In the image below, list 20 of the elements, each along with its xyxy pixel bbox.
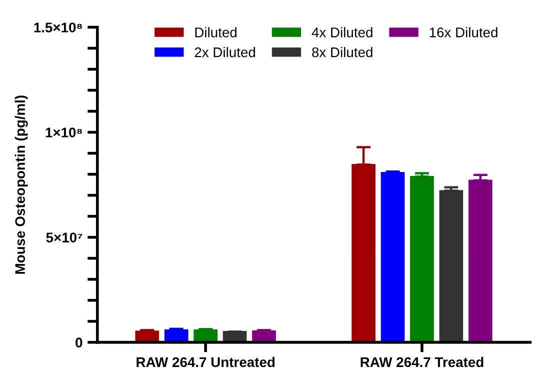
- x-tick-label: RAW 264.7 Treated: [360, 356, 484, 368]
- y-tick-label: 0: [76, 338, 82, 348]
- x-tick-label: RAW 264.7 Untreated: [136, 356, 275, 368]
- y-tick-label: 1.5×10⁸: [34, 22, 82, 32]
- y-tick-label: 5×10⁷: [46, 232, 82, 242]
- legend-label: 8x Diluted: [312, 47, 372, 58]
- bar: [194, 329, 218, 342]
- y-axis-title: Mouse Osteopontin (pg/ml): [14, 96, 28, 274]
- bar: [439, 190, 464, 342]
- legend-label: Diluted: [195, 27, 236, 38]
- bar: [380, 172, 405, 342]
- bar: [135, 330, 160, 342]
- y-tick-label: 1×10⁸: [46, 128, 82, 138]
- legend-label: 2x Diluted: [194, 47, 256, 58]
- bar: [468, 180, 492, 342]
- bar: [252, 330, 276, 342]
- legend-label: 4x Diluted: [312, 27, 372, 38]
- legend-label: 16x Diluted: [430, 27, 498, 38]
- bar: [164, 329, 188, 342]
- bar: [410, 176, 434, 342]
